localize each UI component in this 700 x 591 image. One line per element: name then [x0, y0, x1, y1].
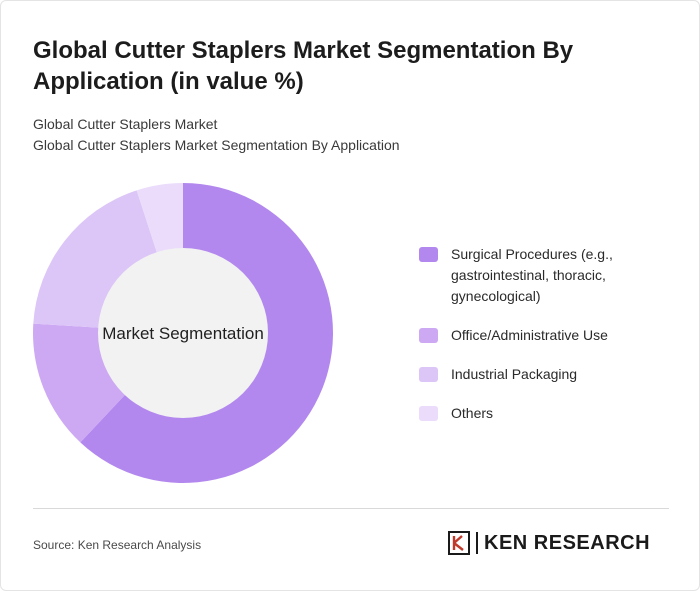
chart-subtitle: Global Cutter Staplers Market Global Cut…: [33, 114, 400, 156]
legend-swatch: [419, 247, 438, 262]
source-note: Source: Ken Research Analysis: [33, 538, 202, 552]
chart-title: Global Cutter Staplers Market Segmentati…: [33, 37, 574, 95]
legend-item: Industrial Packaging: [419, 364, 679, 385]
brand-logo: KEN RESEARCH: [448, 531, 650, 555]
legend-item: Office/Administrative Use: [419, 325, 679, 346]
legend-label: Office/Administrative Use: [451, 327, 608, 343]
legend-label: Others: [451, 405, 494, 421]
ken-research-logo-icon: [448, 531, 470, 555]
legend-swatch: [419, 406, 438, 421]
footer-divider: [33, 508, 669, 509]
legend-swatch: [419, 328, 438, 343]
subtitle-line-1: Global Cutter Staplers Market: [33, 116, 218, 132]
legend-label: Surgical Procedures (e.g., gastrointesti…: [451, 246, 613, 304]
legend-item: Others: [419, 403, 679, 424]
subtitle-line-2: Global Cutter Staplers Market Segmentati…: [33, 137, 400, 153]
brand-separator: [476, 532, 478, 554]
donut-center-label: Market Segmentation: [102, 324, 264, 343]
legend-swatch: [419, 367, 438, 382]
legend-label: Industrial Packaging: [451, 366, 578, 382]
donut-hole: [98, 248, 268, 418]
donut-chart: Market Segmentation: [32, 183, 333, 483]
brand-name: KEN RESEARCH: [484, 531, 651, 554]
chart-legend: Surgical Procedures (e.g., gastrointesti…: [419, 244, 679, 442]
legend-item: Surgical Procedures (e.g., gastrointesti…: [419, 244, 679, 307]
